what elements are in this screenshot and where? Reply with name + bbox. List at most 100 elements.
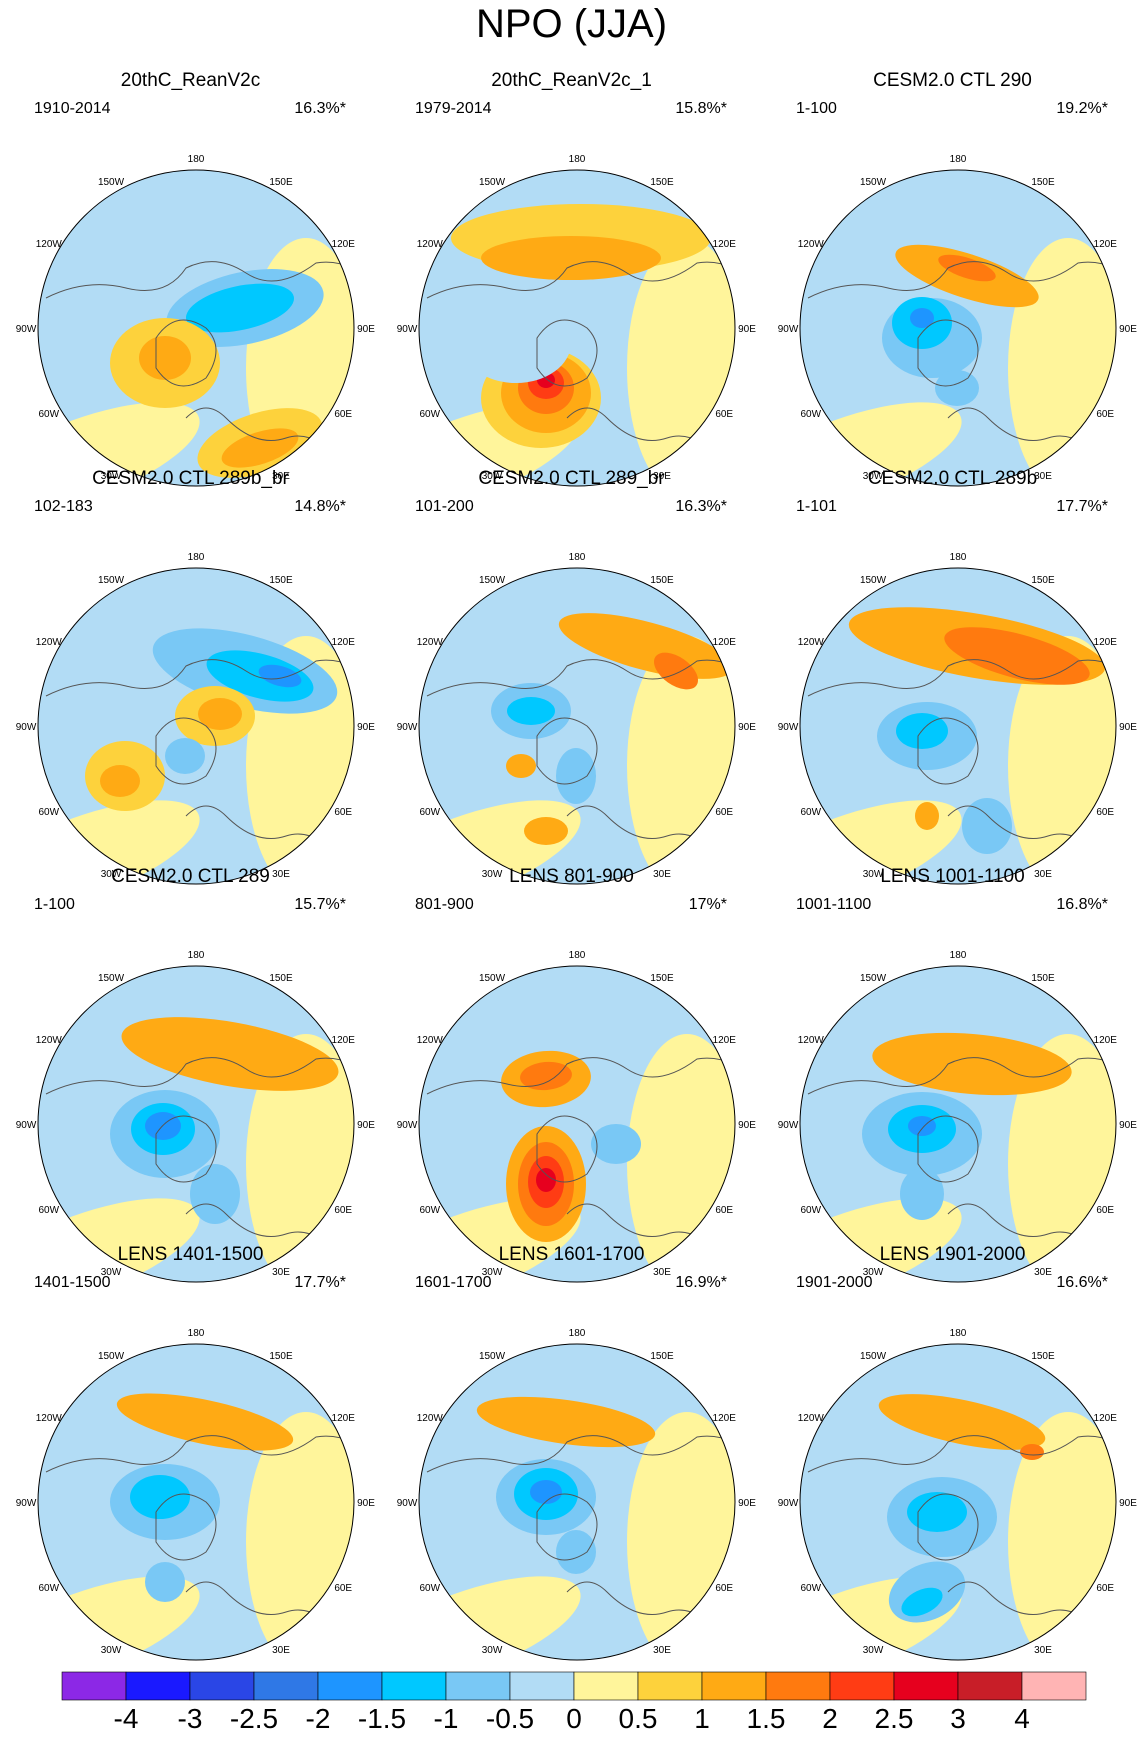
longitude-label: 180 — [950, 1328, 967, 1339]
panel-title: LENS 1001-1100 — [880, 866, 1025, 887]
longitude-label: 150W — [479, 973, 506, 984]
longitude-label: 30E — [1034, 869, 1052, 880]
panel-title: CESM2.0 CTL 290 — [873, 70, 1032, 91]
anomaly-contour — [221, 428, 299, 468]
map-boundary — [799, 169, 1117, 487]
panel-period: 102-183 — [34, 498, 93, 515]
panel-period: 1-100 — [796, 100, 837, 117]
polar-map: 180150E120E90E60E30E030W60W90W120W150W — [778, 950, 1137, 1283]
colorbar: -4 -3 -2.5 -2 -1.5 -1 -0.5 0 0.5 1 1.5 2 2.5 3 4 — [61, 1671, 1087, 1734]
map-panel: LENS 1401-1500 1401-1500 17.7%* 180 150E 120E… — [0, 1244, 381, 1661]
colorbar-swatch — [445, 1671, 511, 1701]
colorbar-label: -2 — [306, 1703, 331, 1734]
panel-title: CESM2.0 CTL 289b — [867, 468, 1038, 489]
longitude-label: 60W — [800, 807, 821, 818]
anomaly-contour — [206, 650, 314, 702]
longitude-label: 30W — [863, 1645, 884, 1656]
longitude-label: 60E — [334, 807, 352, 818]
colorbar-label: 4 — [1014, 1703, 1030, 1734]
longitude-label: 180 — [569, 950, 586, 961]
colorbar-label: 3 — [950, 1703, 966, 1734]
longitude-label: 120E — [713, 637, 737, 648]
panel-variance-pct: 14.8%* — [294, 498, 346, 515]
longitude-label: 120E — [332, 239, 356, 250]
longitude-label: 60E — [334, 409, 352, 420]
longitude-label: 60E — [1096, 807, 1114, 818]
anomaly-contour — [165, 738, 205, 774]
colorbar-swatch — [829, 1671, 895, 1701]
longitude-label: 90W — [16, 722, 37, 733]
anomaly-contour — [938, 254, 996, 282]
map-boundary — [37, 567, 355, 885]
longitude-label: 120W — [798, 1035, 825, 1046]
colorbar-swatch — [61, 1671, 127, 1701]
longitude-label: 150E — [269, 973, 293, 984]
colorbar-label: -1 — [434, 1703, 459, 1734]
coastline — [807, 659, 1116, 697]
coastline — [45, 659, 354, 697]
longitude-label: 180 — [188, 1328, 205, 1339]
colorbar-swatch — [637, 1671, 703, 1701]
colorbar-label: 2 — [822, 1703, 838, 1734]
colorbar-label: 0 — [566, 1703, 582, 1734]
longitude-label: 30E — [272, 869, 290, 880]
longitude-label: 180 — [569, 1328, 586, 1339]
longitude-label: 30W — [863, 471, 884, 482]
coastline — [426, 261, 735, 299]
panel-variance-pct: 17%* — [688, 896, 727, 913]
longitude-label: 180 — [188, 154, 205, 165]
map-panel: CESM2.0 CTL 289b_br 102-183 14.8%* 180 150E 1… — [0, 468, 381, 885]
longitude-label: 60W — [800, 1205, 821, 1216]
longitude-label: 150E — [650, 575, 674, 586]
anomaly-contour — [872, 1032, 1072, 1096]
anomaly-contour — [121, 1017, 339, 1091]
anomaly-contour — [258, 664, 302, 688]
longitude-label: 150E — [269, 177, 293, 188]
map-boundary — [37, 1343, 355, 1661]
longitude-label: 90W — [16, 324, 37, 335]
longitude-label: 150E — [1031, 177, 1055, 188]
map-panel: CESM2.0 CTL 289b 1-101 17.7%* 180 150E 120E 90… — [762, 468, 1143, 885]
anomaly-contour — [507, 697, 555, 725]
map-panel: LENS 1601-1700 1601-1700 16.9%* 180 150E 120E… — [381, 1244, 762, 1661]
longitude-label: 150E — [1031, 1351, 1055, 1362]
panel-title: LENS 1901-2000 — [879, 1244, 1026, 1265]
longitude-label: 120E — [713, 239, 737, 250]
longitude-label: 120W — [798, 637, 825, 648]
longitude-label: 150W — [98, 575, 125, 586]
colorbar-swatch — [189, 1671, 255, 1701]
longitude-label: 90W — [16, 1498, 37, 1509]
anomaly-contour — [461, 303, 571, 383]
panel-period: 1910-2014 — [34, 100, 111, 117]
map-boundary — [418, 1343, 736, 1661]
colorbar-label: 0.5 — [619, 1703, 658, 1734]
anomaly-contour — [145, 1562, 185, 1602]
anomaly-contour — [116, 1393, 294, 1451]
panel-title: CESM2.0 CTL 289b_br — [92, 468, 289, 489]
longitude-label: 60E — [1096, 1583, 1114, 1594]
anomaly-contour — [901, 1587, 943, 1617]
longitude-label: 30W — [101, 1267, 122, 1278]
coastline — [155, 1115, 217, 1183]
longitude-label: 150E — [650, 973, 674, 984]
longitude-label: 90E — [1119, 722, 1137, 733]
longitude-label: 120W — [417, 239, 444, 250]
coastline — [536, 319, 598, 387]
map-boundary — [418, 567, 736, 885]
anomaly-contour — [186, 283, 294, 333]
longitude-label: 90E — [738, 722, 756, 733]
longitude-label: 60E — [1096, 1205, 1114, 1216]
anomaly-contour — [915, 802, 939, 830]
longitude-label: 120E — [713, 1035, 737, 1046]
longitude-label: 120W — [417, 1035, 444, 1046]
longitude-label: 150W — [479, 575, 506, 586]
coastline — [807, 1057, 1116, 1095]
anomaly-contour — [944, 627, 1090, 685]
colorbar-label: -4 — [114, 1703, 139, 1734]
map-panel: 20thC_ReanV2c_1 1979-2014 15.8%* 180 150E 120… — [381, 70, 762, 487]
longitude-label: 90E — [357, 1498, 375, 1509]
longitude-label: 150E — [269, 575, 293, 586]
longitude-label: 120E — [332, 1413, 356, 1424]
panel-period: 1401-1500 — [34, 1274, 111, 1291]
panel-variance-pct: 19.2%* — [1056, 100, 1108, 117]
